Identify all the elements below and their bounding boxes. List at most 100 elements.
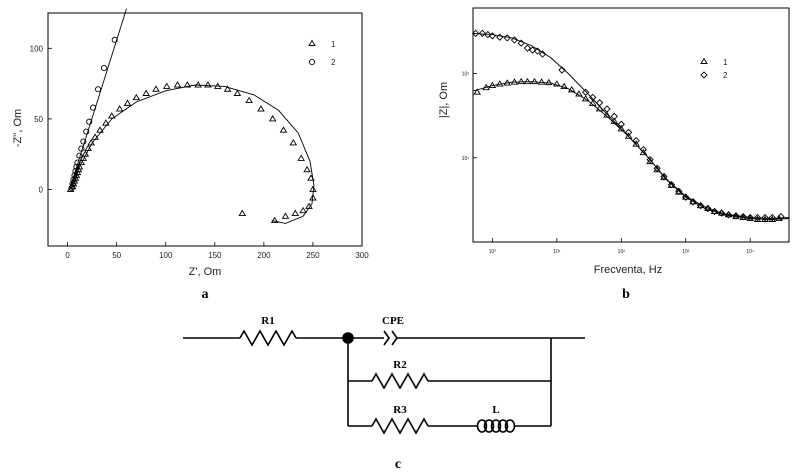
data-point-series-2 [610, 112, 618, 121]
data-point-series-2 [639, 145, 648, 154]
data-point-series-2 [768, 213, 776, 222]
data-point-series-2 [538, 50, 547, 58]
x-tick-label: 10³ [682, 249, 690, 255]
data-point-series-1 [132, 93, 141, 101]
data-point-series-2 [533, 47, 542, 55]
data-point-series-2 [72, 168, 79, 175]
fit-line-series-1 [472, 81, 790, 220]
data-point-series-1 [610, 117, 619, 124]
data-point-series-1 [102, 119, 110, 126]
data-point-series-2 [761, 213, 769, 222]
data-point-series-1 [183, 81, 192, 88]
chart-a-ylabel: -Z'', Om [12, 109, 24, 147]
x-tick-label: 10⁰ [489, 249, 497, 255]
data-point-series-1 [581, 95, 590, 102]
data-point-series-2 [710, 207, 719, 216]
fit-line-series-2 [69, 8, 127, 190]
data-point-series-1 [194, 81, 202, 88]
data-point-series-1 [473, 88, 481, 95]
cpe-element-left [383, 330, 390, 346]
data-point-series-2 [80, 138, 87, 145]
data-point-series-2 [704, 204, 712, 213]
data-point-series-2 [100, 65, 107, 72]
legend-label-1: 1 [723, 58, 728, 67]
data-point-series-2 [83, 128, 90, 135]
data-point-series-1 [268, 115, 277, 122]
data-point-series-1 [279, 126, 288, 133]
data-point-series-1 [545, 78, 553, 86]
data-point-series-2 [582, 88, 590, 96]
y-tick-label: 100 [30, 44, 44, 53]
chart-a-xlabel: Z', Om [189, 266, 222, 278]
legend-marker-circle [308, 58, 316, 66]
data-point-series-1 [503, 79, 512, 86]
data-point-series-1 [495, 80, 504, 87]
inductor-l [476, 419, 516, 433]
data-point-series-2 [646, 156, 654, 164]
chart-b-xlabel: Frecventa, Hz [594, 264, 662, 276]
data-point-series-2 [717, 209, 726, 217]
legend-marker-triangle [700, 57, 708, 64]
data-point-series-1 [257, 105, 265, 112]
data-point-series-1 [91, 133, 99, 140]
circuit-label-r2: R2 [393, 359, 407, 371]
data-point-series-2 [660, 172, 668, 181]
data-point-series-2 [488, 32, 497, 40]
data-point-series-1 [689, 197, 697, 205]
data-point-series-1 [724, 210, 733, 218]
x-tick-label: 10⁴ [746, 249, 754, 255]
chart-b-legend: 1 2 [700, 57, 728, 80]
data-point-series-2 [76, 152, 83, 159]
fit-line-series-2 [472, 32, 790, 219]
fit-line-series-1 [71, 84, 315, 224]
panel-label-a: a [202, 287, 209, 302]
data-point-series-1 [162, 82, 171, 89]
data-point-series-1 [595, 105, 604, 112]
data-point-series-1 [510, 78, 519, 85]
data-point-series-1 [537, 78, 546, 85]
data-point-series-2 [632, 136, 640, 145]
data-point-series-1 [681, 193, 690, 200]
data-point-series-1 [624, 132, 633, 139]
circuit-label-cpe: CPE [382, 315, 404, 327]
data-point-series-2 [111, 36, 118, 43]
data-point-series-1 [305, 202, 313, 209]
legend-marker-diamond [700, 71, 708, 79]
resistor-r2 [371, 372, 429, 390]
data-point-series-1 [553, 80, 561, 87]
data-point-series-1 [123, 99, 132, 106]
data-point-series-2 [603, 105, 611, 113]
data-point-series-2 [510, 36, 519, 44]
data-point-series-1 [710, 207, 719, 214]
data-point-series-1 [96, 126, 104, 133]
data-point-series-1 [213, 82, 222, 89]
x-tick-label: 10² [618, 249, 626, 255]
data-point-series-1 [299, 206, 307, 214]
resistor-r3 [371, 417, 429, 435]
chart-b-bode: 10⁰10¹10²10³10⁴10⁵10¹10²10³ 1 2 Frecvent… [438, 7, 790, 276]
data-point-series-1 [297, 154, 305, 161]
data-point-series-2 [675, 187, 683, 195]
resistor-r1 [239, 329, 297, 347]
data-point-series-1 [270, 216, 279, 224]
data-point-series-2 [94, 86, 102, 93]
data-point-series-1 [517, 77, 526, 85]
data-point-series-1 [223, 85, 232, 92]
chart-a-nyquist: 0 50 100 150 200 250 300 0 50 100 1 2 Z', Om -Z''… [12, 8, 369, 278]
data-point-series-1 [79, 154, 88, 161]
data-point-series-1 [291, 209, 300, 216]
data-point-series-2 [682, 193, 690, 201]
data-point-series-1 [775, 214, 783, 221]
circuit-label-r3: R3 [393, 404, 407, 416]
chart-b-ylabel: |Z|, Om [438, 82, 450, 118]
data-point-series-1 [107, 112, 116, 119]
data-point-series-1 [639, 148, 648, 156]
data-point-series-1 [75, 163, 84, 170]
data-point-series-2 [472, 29, 480, 37]
data-point-series-1 [142, 89, 150, 96]
data-point-series-1 [603, 111, 611, 118]
data-point-series-2 [71, 172, 78, 179]
data-point-series-2 [589, 93, 597, 102]
legend-label-1: 1 [331, 40, 336, 49]
